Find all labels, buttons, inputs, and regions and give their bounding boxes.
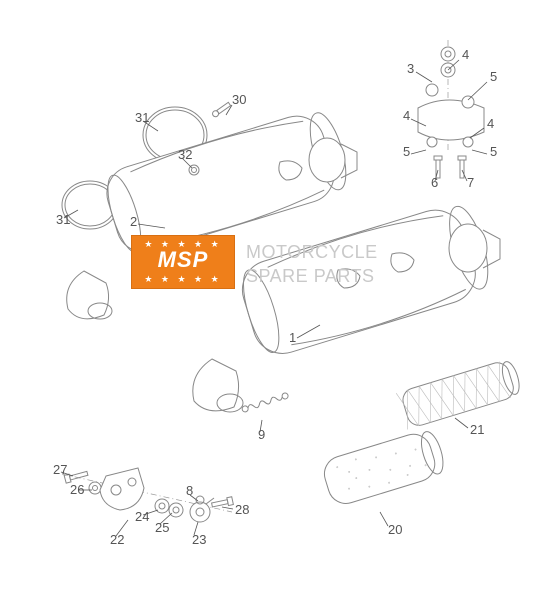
callout-4b: 4 [487,116,494,131]
callout-22: 22 [110,532,124,547]
watermark-line2: SPARE PARTS [246,266,375,287]
callout-6: 6 [431,175,438,190]
callout-31a: 31 [135,110,149,125]
callout-2: 2 [130,214,137,229]
callout-7: 7 [467,175,474,190]
callout-25: 25 [155,520,169,535]
callout-28: 28 [235,502,249,517]
callout-26: 26 [70,482,84,497]
watermark-line1: MOTORCYCLE [246,242,378,263]
callout-30: 30 [232,92,246,107]
callout-5: 5 [490,69,497,84]
callout-5b: 5 [490,144,497,159]
callout-23: 23 [192,532,206,547]
watermark-stars-bottom: ★ ★ ★ ★ ★ [132,274,234,285]
parts-drawing [0,0,546,589]
callout-4: 4 [462,47,469,62]
watermark-badge: ★ ★ ★ ★ ★ MSP ★ ★ ★ ★ ★ [131,235,235,289]
callout-5a: 5 [403,144,410,159]
callout-32: 32 [178,147,192,162]
callout-3: 3 [407,61,414,76]
callout-4a: 4 [403,108,410,123]
callout-31: 31 [56,212,70,227]
callout-1: 1 [289,330,296,345]
callout-20: 20 [388,522,402,537]
callout-27: 27 [53,462,67,477]
diagram-canvas: ★ ★ ★ ★ ★ MSP ★ ★ ★ ★ ★ MOTORCYCLE SPARE… [0,0,546,589]
callout-21: 21 [470,422,484,437]
callout-8: 8 [186,483,193,498]
callout-24: 24 [135,509,149,524]
callout-9: 9 [258,427,265,442]
watermark-msp: MSP [132,249,234,271]
